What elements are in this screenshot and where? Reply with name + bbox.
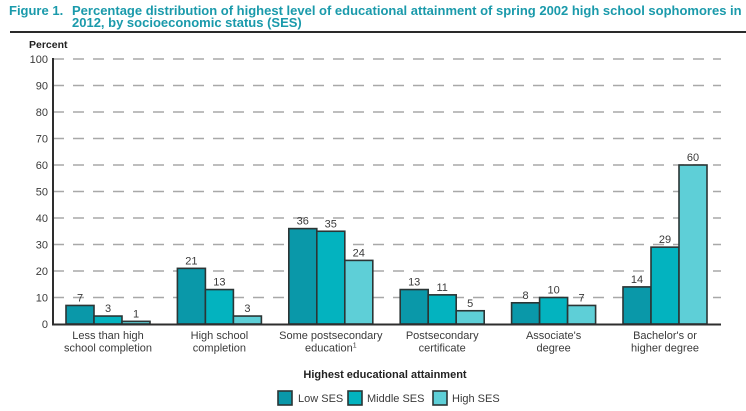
y-tick-labels: 0 10 20 30 40 50 60 70 80 90 100	[30, 54, 48, 331]
data-label: 11	[436, 282, 447, 294]
category-label: High school	[191, 330, 248, 342]
legend-swatch-low-ses	[277, 390, 293, 406]
y-tick-label: 80	[36, 107, 48, 119]
category-label: Postsecondary	[406, 330, 479, 342]
bar-low-ses	[287, 227, 318, 325]
category-label: education1	[305, 343, 357, 355]
legend: Low SES Middle SES High SES	[277, 390, 500, 406]
bar-high-ses	[678, 164, 708, 325]
y-tick-label: 70	[36, 134, 48, 146]
bars	[65, 164, 708, 325]
category-label: Bachelor's or	[633, 330, 697, 342]
bar-middle-ses	[204, 288, 235, 325]
data-label: 7	[579, 292, 585, 304]
bar-high-ses	[566, 304, 597, 325]
y-tick-label: 10	[36, 293, 48, 305]
footnote-mark: 1	[353, 343, 357, 350]
legend-item-middle-ses: Middle SES	[347, 390, 424, 406]
bar-high-ses	[343, 259, 374, 325]
category-label-text: education	[305, 343, 353, 355]
data-label: 13	[213, 277, 225, 289]
figure-label: Figure 1.	[9, 3, 63, 18]
data-label: 35	[325, 218, 337, 230]
category-label: degree	[536, 343, 570, 355]
category-label: Less than high	[72, 330, 144, 342]
legend-item-high-ses: High SES	[432, 390, 500, 406]
data-label: 29	[659, 234, 671, 246]
legend-swatch-middle-ses	[347, 390, 363, 406]
data-label: 8	[523, 290, 529, 302]
data-label: 10	[547, 285, 559, 297]
legend-label-high-ses: High SES	[452, 393, 500, 405]
data-label: 3	[244, 303, 250, 315]
bar-middle-ses	[93, 315, 123, 325]
data-label: 13	[408, 277, 420, 289]
legend-label-middle-ses: Middle SES	[367, 393, 424, 405]
category-label: Some postsecondary	[279, 330, 383, 342]
data-label: 5	[467, 298, 473, 310]
data-label: 3	[105, 303, 111, 315]
gridlines	[53, 58, 721, 299]
data-labels: 7 3 1 21 13 3 36 35 24 13 11 5 8 10 7 14 29 60	[77, 152, 699, 320]
bar-middle-ses	[538, 296, 569, 325]
category-label: completion	[193, 343, 246, 355]
bar-low-ses	[622, 286, 652, 325]
data-label: 36	[297, 216, 309, 228]
data-label: 21	[185, 255, 197, 267]
bar-middle-ses	[315, 230, 346, 325]
y-tick-label: 20	[36, 266, 48, 278]
category-label: school completion	[64, 343, 152, 355]
x-axis-label: Highest educational attainment	[303, 369, 467, 381]
y-tick-label: 30	[36, 240, 48, 252]
bar-low-ses	[399, 288, 430, 325]
data-label: 1	[133, 308, 139, 320]
bar-high-ses	[455, 309, 486, 325]
y-axis-label: Percent	[29, 39, 68, 51]
data-label: 60	[687, 152, 699, 164]
bar-high-ses	[232, 315, 263, 325]
category-label: certificate	[419, 343, 466, 355]
category-label: Associate's	[526, 330, 582, 342]
figure-title-line-2: 2012, by socioeconomic status (SES)	[72, 15, 302, 30]
y-tick-label: 100	[30, 54, 48, 66]
data-label: 14	[631, 274, 643, 286]
bar-low-ses	[510, 301, 541, 325]
data-label: 7	[77, 292, 83, 304]
bar-low-ses	[65, 304, 95, 325]
legend-label-low-ses: Low SES	[298, 393, 343, 405]
category-label: higher degree	[631, 343, 699, 355]
figure-title-line-1: Percentage distribution of highest level…	[72, 3, 742, 18]
y-tick-label: 0	[42, 319, 48, 331]
y-tick-label: 50	[36, 187, 48, 199]
y-tick-label: 40	[36, 213, 48, 225]
y-tick-label: 90	[36, 81, 48, 93]
bar-low-ses	[176, 267, 207, 325]
legend-item-low-ses: Low SES	[277, 390, 343, 406]
data-label: 24	[353, 247, 365, 259]
y-tick-label: 60	[36, 160, 48, 172]
bar-middle-ses	[427, 294, 458, 325]
legend-swatch-high-ses	[432, 390, 448, 406]
bar-middle-ses	[650, 246, 680, 325]
